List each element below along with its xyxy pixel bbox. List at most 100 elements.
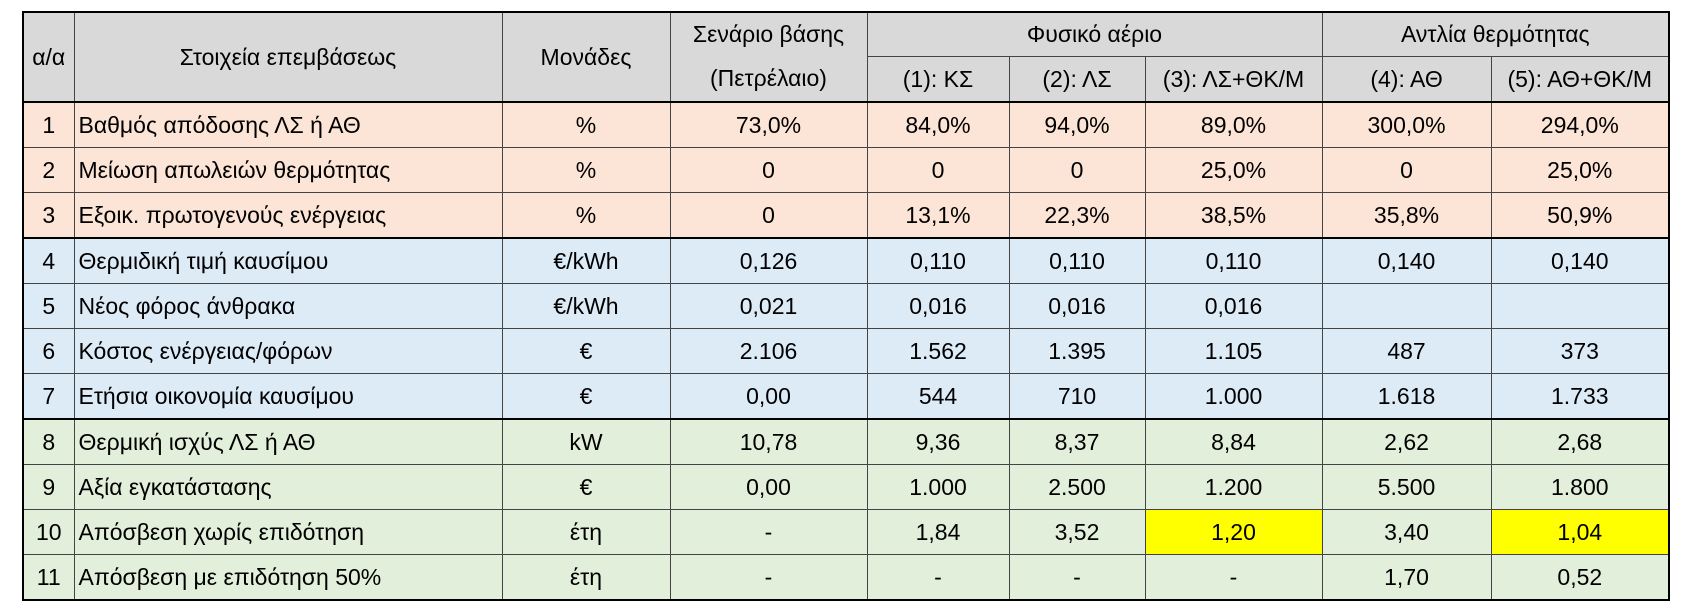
cell: % (501, 147, 671, 193)
cell: €/kWh (501, 237, 671, 284)
data-table: α/α Στοιχεία επεμβάσεως Μονάδες Σενάριο … (22, 11, 1671, 601)
cell: 0,110 (1144, 237, 1323, 284)
cell: 3,52 (1008, 509, 1146, 555)
group-header: Αντλία θερμότητας (1321, 11, 1670, 57)
cell: 1,04 (1490, 509, 1670, 555)
cell: 89,0% (1144, 101, 1323, 148)
cell: 1,84 (866, 509, 1010, 555)
cell: 1.105 (1144, 328, 1323, 374)
cell: 2.500 (1008, 464, 1146, 510)
group-header: Φυσικό αέριο (866, 11, 1323, 57)
header-cell: Σενάριο βάσης (669, 11, 868, 57)
cell: 13,1% (866, 192, 1010, 239)
cell: €/kWh (501, 283, 671, 329)
cell: 487 (1321, 328, 1492, 374)
row-label: Θερμιδική τιμή καυσίμου (73, 237, 503, 284)
cell: 2.106 (669, 328, 868, 374)
row-index: 2 (22, 147, 75, 193)
cell: 1,20 (1144, 509, 1323, 555)
cell: 1.200 (1144, 464, 1323, 510)
row-index: 10 (22, 509, 75, 555)
cell: 1,70 (1321, 554, 1492, 601)
table-row: 4 Θερμιδική τιμή καυσίμου €/kWh 0,126 0,110 0… (22, 237, 1670, 284)
table-row: 10 Απόσβεση χωρίς επιδότηση έτη -1,84 3,52 1,… (22, 509, 1670, 555)
cell: € (501, 464, 671, 510)
row-index: 9 (22, 464, 75, 510)
cell: € (501, 328, 671, 374)
row-label: Μείωση απωλειών θερμότητας (73, 147, 503, 193)
subheader-cell: (1): ΚΣ (866, 56, 1010, 103)
cell: € (501, 373, 671, 420)
cell: - (1008, 554, 1146, 601)
cell: 0,00 (669, 373, 868, 420)
cell: 0,52 (1490, 554, 1670, 601)
row-index: 11 (22, 554, 75, 601)
cell: 0,016 (866, 283, 1010, 329)
cell: 1.562 (866, 328, 1010, 374)
cell: kW (501, 418, 671, 465)
cell: 1.395 (1008, 328, 1146, 374)
cell: 0,016 (1008, 283, 1146, 329)
header-cell: Στοιχεία επεμβάσεως (73, 11, 503, 103)
cell: 0,110 (1008, 237, 1146, 284)
cell: 0 (669, 147, 868, 193)
cell: 3,40 (1321, 509, 1492, 555)
table-row: 1 Βαθμός απόδοσης ΛΣ ή ΑΘ% 73,0% 84,0% 94,0%… (22, 101, 1670, 148)
cell: 50,9% (1490, 192, 1670, 239)
cell: - (1144, 554, 1323, 601)
row-index: 6 (22, 328, 75, 374)
cell: 373 (1490, 328, 1670, 374)
header-cell: Μονάδες (501, 11, 671, 103)
cell: 22,3% (1008, 192, 1146, 239)
table-row: 7 Ετήσια οικονομία καυσίμου €0,00 544 710 1.0… (22, 373, 1670, 420)
row-label: Θερμική ισχύς ΛΣ ή ΑΘ (73, 418, 503, 465)
subheader-cell: (5): ΑΘ+ΘΚ/Μ (1490, 56, 1670, 103)
table-row: 8 Θερμική ισχύς ΛΣ ή ΑΘ kW 10,78 9,36 8,37 8,8… (22, 418, 1670, 465)
cell: 2,62 (1321, 418, 1492, 465)
cell: 8,84 (1144, 418, 1323, 465)
cell: 0,126 (669, 237, 868, 284)
cell: 710 (1008, 373, 1146, 420)
cell: 94,0% (1008, 101, 1146, 148)
subheader-cell: (2): ΛΣ (1008, 56, 1146, 103)
cell: 1.000 (1144, 373, 1323, 420)
cell: 544 (866, 373, 1010, 420)
table-header: α/α Στοιχεία επεμβάσεως Μονάδες Σενάριο … (22, 11, 1670, 103)
cell: 1.000 (866, 464, 1010, 510)
row-index: 8 (22, 418, 75, 465)
table-row: 2 Μείωση απωλειών θερμότητας% 0 0 0 25,0% 0 25,… (22, 147, 1670, 193)
cell: 35,8% (1321, 192, 1492, 239)
row-index: 4 (22, 237, 75, 284)
cell: 0,00 (669, 464, 868, 510)
cell: 0,110 (866, 237, 1010, 284)
header-cell: α/α (22, 11, 75, 103)
cell: % (501, 192, 671, 239)
table-body: 1 Βαθμός απόδοσης ΛΣ ή ΑΘ% 73,0% 84,0% 94,0%… (22, 101, 1670, 601)
subheader-cell: (4): ΑΘ (1321, 56, 1492, 103)
row-label: Βαθμός απόδοσης ΛΣ ή ΑΘ (73, 101, 503, 148)
cell: 0,016 (1144, 283, 1323, 329)
cell: % (501, 101, 671, 148)
row-label: Αξία εγκατάστασης (73, 464, 503, 510)
cell: 0 (1321, 147, 1492, 193)
row-index: 7 (22, 373, 75, 420)
cell: 10,78 (669, 418, 868, 465)
table-row: 11 Απόσβεση με επιδότηση 50% έτη - - - -1,70 0,… (22, 554, 1670, 601)
cell (1321, 283, 1492, 329)
cell: 0,021 (669, 283, 868, 329)
header-cell: (Πετρέλαιο) (669, 56, 868, 103)
cell: - (669, 509, 868, 555)
cell: 0 (669, 192, 868, 239)
cell: 25,0% (1144, 147, 1323, 193)
cell: 73,0% (669, 101, 868, 148)
row-index: 5 (22, 283, 75, 329)
cell: έτη (501, 554, 671, 601)
cell: 0,140 (1490, 237, 1670, 284)
cell: 8,37 (1008, 418, 1146, 465)
cell: 38,5% (1144, 192, 1323, 239)
cell: - (669, 554, 868, 601)
table-row: 9 Αξία εγκατάστασης €0,00 1.000 2.500 1.200 5.… (22, 464, 1670, 510)
cell: 1.800 (1490, 464, 1670, 510)
row-label: Απόσβεση χωρίς επιδότηση (73, 509, 503, 555)
